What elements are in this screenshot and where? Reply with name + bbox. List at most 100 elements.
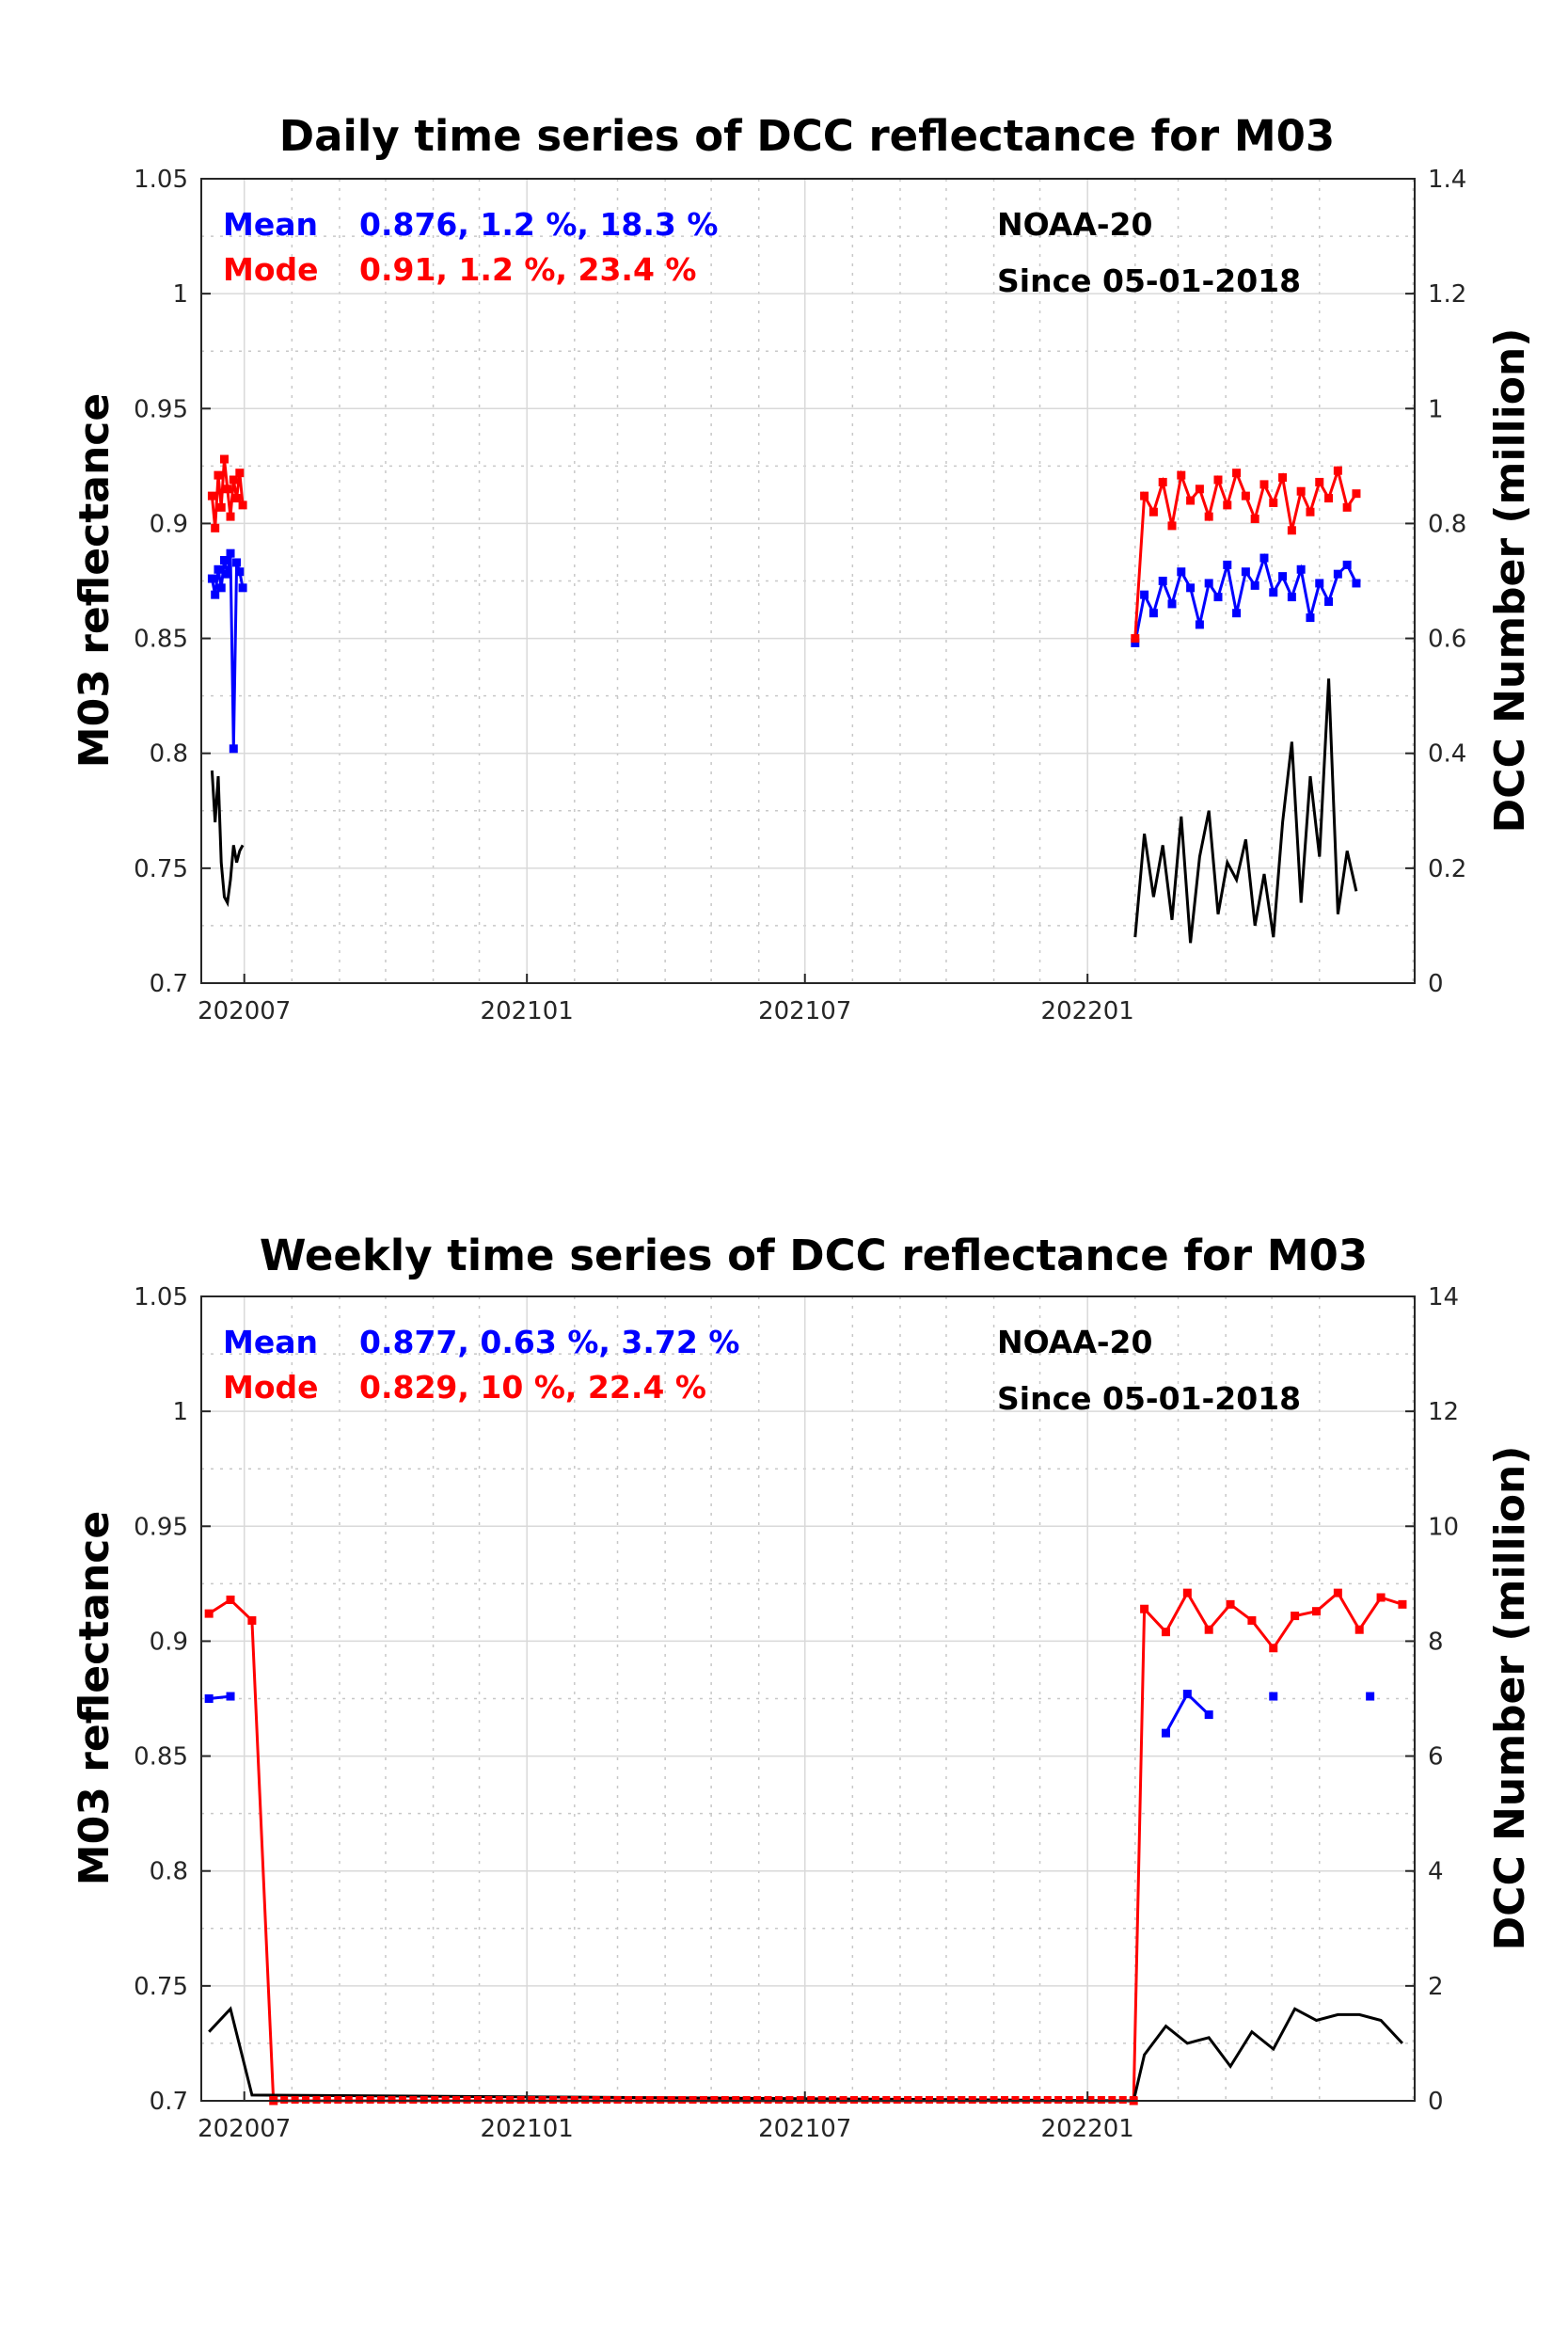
mean-data-point — [1148, 609, 1158, 618]
mean-data-point — [1140, 590, 1149, 599]
mean-data-point — [1342, 560, 1352, 569]
mean-series-line — [1164, 1692, 1211, 1734]
mean-data-point — [207, 574, 216, 583]
mean-data-point — [1333, 569, 1342, 579]
left-tick-label: 0.8 — [150, 740, 188, 769]
mode-data-point — [1140, 1604, 1149, 1613]
mode-data-point — [235, 469, 245, 478]
mode-data-point — [216, 502, 226, 512]
left-tick-label: 0.9 — [150, 510, 188, 538]
right-tick-label: 8 — [1428, 1628, 1444, 1656]
daily-mode-stats: 0.91, 1.2 %, 23.4 % — [359, 251, 696, 288]
mean-data-point — [1324, 596, 1334, 606]
mean-data-point — [219, 556, 229, 565]
daily-mean-stats: 0.876, 1.2 %, 18.3 % — [359, 206, 718, 243]
mean-data-point — [1259, 553, 1269, 563]
mean-data-point — [1177, 567, 1186, 577]
right-tick-label: 10 — [1428, 1513, 1459, 1541]
right-tick-label: 12 — [1428, 1398, 1459, 1426]
mean-data-point — [1204, 1710, 1213, 1720]
mode-data-point — [1352, 489, 1361, 499]
left-tick-label: 1 — [172, 1398, 188, 1426]
mode-data-point — [1223, 501, 1232, 510]
left-tick-label: 0.95 — [134, 1513, 188, 1541]
right-tick-label: 0.2 — [1428, 855, 1466, 883]
mode-data-point — [1354, 1625, 1364, 1634]
right-tick-label: 1.2 — [1428, 280, 1466, 309]
mode-data-point — [226, 512, 235, 521]
mean-data-point — [1161, 1728, 1170, 1738]
mode-data-point — [211, 523, 220, 532]
mode-data-point — [1213, 475, 1223, 485]
daily-chart: Daily time series of DCC reflectance for… — [71, 111, 1534, 1025]
mode-data-point — [1291, 1612, 1300, 1621]
mean-data-point — [226, 1692, 235, 1701]
mean-data-point — [1213, 593, 1223, 602]
mean-data-point — [1241, 567, 1250, 577]
mean-data-point — [1250, 580, 1259, 590]
mode-data-point — [247, 1615, 257, 1625]
left-tick-label: 0.7 — [150, 970, 188, 998]
mean-series-line — [210, 552, 245, 749]
mean-data-point — [1223, 560, 1232, 569]
mode-data-point — [1376, 1593, 1386, 1602]
mode-data-point — [1296, 486, 1306, 496]
right-tick-label: 14 — [1428, 1283, 1459, 1311]
dcc-number-series-line — [210, 770, 245, 908]
mean-data-point — [229, 744, 238, 754]
mode-data-point — [1226, 1599, 1235, 1609]
mode-data-point — [1333, 466, 1342, 475]
mean-data-point — [1167, 599, 1177, 609]
left-tick-label: 0.75 — [134, 855, 188, 883]
mean-data-point — [1296, 564, 1306, 574]
mean-data-point — [1195, 620, 1204, 629]
daily-satellite-label: NOAA-20 — [997, 206, 1152, 243]
mean-data-point — [1366, 1692, 1375, 1701]
mean-data-point — [238, 583, 247, 593]
mode-data-point — [207, 491, 216, 501]
mode-data-point — [1333, 1588, 1342, 1597]
mean-data-point — [1315, 579, 1324, 588]
mean-data-point — [226, 548, 235, 558]
mode-data-point — [1306, 507, 1315, 516]
mean-data-point — [1269, 1692, 1278, 1701]
daily-grid — [201, 178, 1415, 984]
right-tick-label: 2 — [1428, 1973, 1444, 2001]
weekly-ticks: 0.7 0.75 0.8 0.85 0.9 0.95 1 1.05 0 2 4 6 8 10 12 14 202… — [134, 1283, 1459, 2143]
mode-data-point — [204, 1609, 214, 1618]
x-tick-label: 202201 — [1041, 997, 1134, 1025]
x-tick-label: 202101 — [481, 997, 574, 1025]
mode-data-point — [1398, 1599, 1407, 1609]
right-tick-label: 6 — [1428, 1743, 1444, 1772]
dcc-number-series-line — [208, 2006, 1403, 2103]
mode-data-point — [1204, 1625, 1213, 1634]
weekly-mean-stats: 0.877, 0.63 %, 3.72 % — [359, 1324, 739, 1360]
mode-data-point — [219, 454, 229, 464]
mode-data-point — [1324, 494, 1334, 503]
right-tick-label: 4 — [1428, 1858, 1444, 1886]
mean-data-point — [1287, 593, 1296, 602]
daily-ticks: 0.7 0.75 0.8 0.85 0.9 0.95 1 1.05 0 0.2 0.4 0.6 0.8 1… — [134, 166, 1466, 1025]
mode-data-point — [214, 470, 223, 480]
mode-data-point — [1140, 491, 1149, 501]
mode-data-point — [1315, 477, 1324, 486]
mode-data-point — [226, 1595, 235, 1604]
mean-data-point — [1131, 638, 1140, 647]
daily-mode-label: Mode — [223, 251, 319, 288]
mode-data-point — [1287, 526, 1296, 535]
mean-data-point — [1158, 577, 1167, 585]
mode-data-point — [1182, 1588, 1192, 1597]
mean-data-point — [1269, 588, 1278, 597]
mode-data-point — [1131, 634, 1140, 644]
left-tick-label: 0.8 — [150, 1858, 188, 1886]
right-tick-label: 1.4 — [1428, 166, 1466, 194]
mode-data-point — [238, 501, 247, 510]
mode-data-point — [1311, 1607, 1321, 1616]
mode-data-point — [1250, 515, 1259, 524]
mode-data-point — [1259, 480, 1269, 489]
mode-data-point — [1241, 491, 1250, 501]
mean-data-point — [216, 583, 226, 593]
mode-data-point — [1232, 469, 1242, 478]
mode-data-point — [1148, 507, 1158, 516]
left-tick-label: 0.95 — [134, 395, 188, 423]
